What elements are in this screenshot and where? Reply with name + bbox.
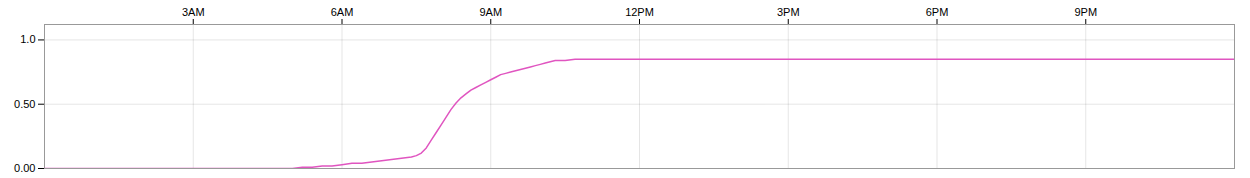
svg-text:9AM: 9AM (479, 6, 502, 18)
svg-text:0.50: 0.50 (14, 98, 35, 110)
svg-text:6PM: 6PM (926, 6, 949, 18)
svg-text:1.0: 1.0 (20, 33, 35, 45)
svg-text:12PM: 12PM (625, 6, 654, 18)
svg-text:3PM: 3PM (777, 6, 800, 18)
svg-text:9PM: 9PM (1074, 6, 1097, 18)
svg-text:3AM: 3AM (182, 6, 205, 18)
svg-text:6AM: 6AM (331, 6, 354, 18)
svg-text:0.00: 0.00 (14, 162, 35, 174)
